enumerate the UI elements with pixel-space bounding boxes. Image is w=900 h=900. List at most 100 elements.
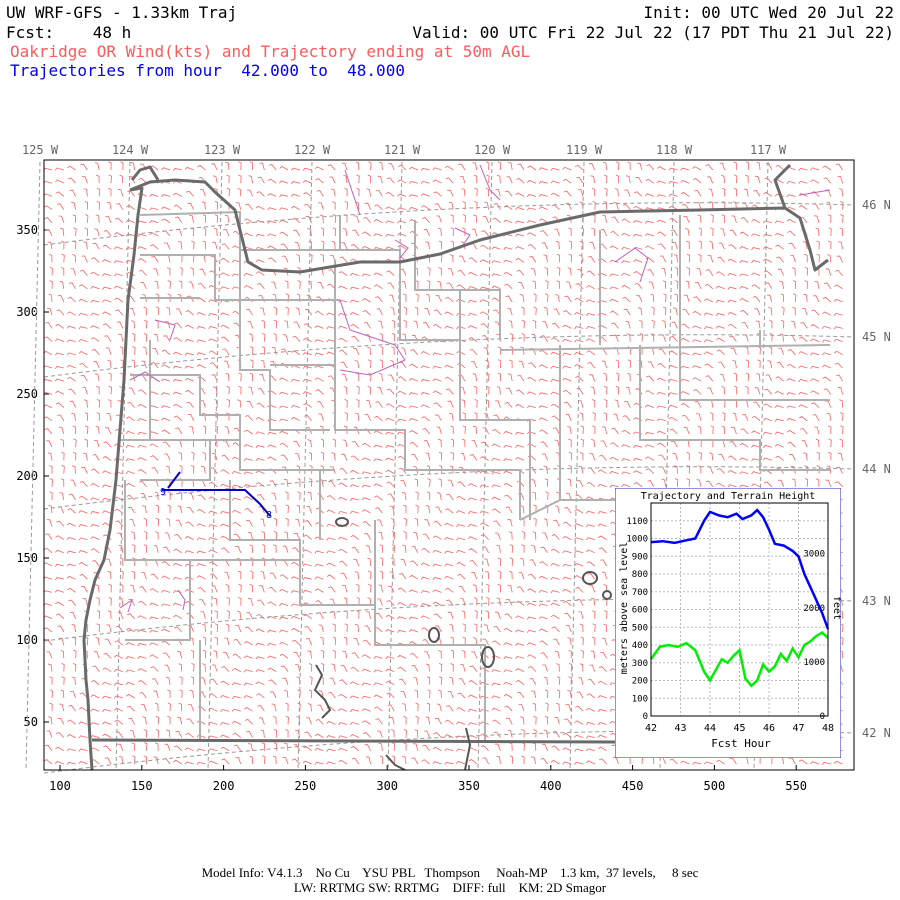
longitude-label: 118 W: [656, 143, 693, 157]
longitude-label: 120 W: [474, 143, 511, 157]
map-x-tick-label: 550: [785, 779, 807, 793]
map-y-tick-label: 300: [16, 305, 38, 319]
map-x-tick-label: 250: [295, 779, 317, 793]
inset-y-tick-label: 300: [632, 659, 648, 669]
model-title: UW WRF-GFS - 1.33km Traj: [6, 3, 238, 22]
inset-right-tick-label: 0: [820, 712, 825, 722]
map-x-tick-label: 200: [213, 779, 235, 793]
inset-y-tick-label: 100: [632, 694, 648, 704]
longitude-label: 121 W: [384, 143, 421, 157]
forecast-label: Fcst:: [6, 23, 55, 42]
latitude-label: 44 N: [862, 462, 891, 476]
inset-series: [649, 508, 830, 688]
trajectory-range: Trajectories from hour 42.000 to 48.000: [10, 62, 405, 80]
inset-title: Trajectory and Terrain Height: [641, 491, 816, 502]
inset-y-tick-label: 600: [632, 606, 648, 616]
parallel-line: [43, 202, 855, 246]
forecast-value: 48 h: [92, 23, 132, 42]
map-x-tick-label: 400: [540, 779, 562, 793]
trajectory-start-label: 9: [160, 487, 166, 498]
inset-x-tick-label: 45: [733, 723, 745, 734]
parallel-line: [43, 466, 855, 510]
trajectory-terrain-chart: Trajectory and Terrain Height 0 100 200 300…: [615, 488, 841, 758]
inset-y-tick-label: 400: [632, 641, 648, 651]
terrain-height-line: [649, 631, 829, 688]
latitude-label: 46 N: [862, 198, 891, 212]
trajectory-range-to: 48.000: [347, 61, 405, 80]
latitude-label: 42 N: [862, 726, 891, 740]
map-y-tick-label: 250: [16, 387, 38, 401]
longitude-label: 119 W: [566, 143, 603, 157]
inset-x-tick-label: 43: [674, 723, 686, 734]
inset-ylabel-right: feet: [831, 596, 841, 620]
map-x-tick-label: 150: [131, 779, 153, 793]
trajectory-range-to-word: to: [308, 61, 328, 80]
map-y-tick-label: 50: [24, 715, 38, 729]
inset-y-tick-label: 500: [632, 623, 648, 633]
longitude-label: 124 W: [112, 143, 149, 157]
map-y-tick-label: 200: [16, 469, 38, 483]
map-frame: [43, 159, 855, 771]
inset-right-tick-label: 2000: [803, 604, 825, 614]
meridian-line: [477, 161, 493, 771]
county-borders: [120, 210, 831, 740]
model-info: Model Info: V4.1.3 No Cu YSU PBL Thompso…: [201, 865, 699, 880]
latitude-label: 45 N: [862, 330, 891, 344]
inset-y-tick-label: 1000: [626, 535, 648, 545]
longitude-label: 117 W: [750, 143, 787, 157]
inset-y-tick-label: 200: [632, 677, 648, 687]
lake-outlines: [313, 517, 612, 771]
longitude-labels: 125 W 124 W 123 W 122 W 121 W 120 W 119 W 118 W…: [22, 143, 787, 157]
meridian-line: [25, 161, 41, 771]
meridian-line: [207, 161, 223, 771]
map-subtitle: Oakridge OR Wind(kts) and Trajectory end…: [10, 42, 531, 61]
map-x-tick-label: 350: [458, 779, 480, 793]
latitude-labels: 46 N 45 N 44 N 43 N 42 N: [862, 198, 891, 740]
inset-x-tick-label: 48: [822, 723, 834, 734]
inset-right-tick-label: 1000: [803, 658, 825, 668]
inset-ylabel-left: meters above sea level: [619, 542, 630, 674]
map-y-tick-label: 150: [16, 551, 38, 565]
inset-y-tick-label: 700: [632, 588, 648, 598]
map-x-tick-label: 300: [376, 779, 398, 793]
trajectory-end-label: 8: [266, 510, 272, 521]
map-x-tick-label: 100: [49, 779, 71, 793]
inset-right-axis: 0 1000 2000 3000: [803, 550, 825, 722]
trajectory-path: 9 8: [160, 471, 272, 521]
meridian-line: [297, 161, 313, 771]
latitude-label: 43 N: [862, 594, 891, 608]
forecast-hour: Fcst: 48 h: [6, 24, 131, 42]
inset-y-tick-label: 800: [632, 570, 648, 580]
valid-time: Valid: 00 UTC Fri 22 Jul 22 (17 PDT Thu …: [412, 23, 894, 42]
map-x-axis: 100 150 200 250 300 350 400 450 500 550: [49, 765, 807, 793]
inset-y-tick-label: 900: [632, 552, 648, 562]
state-borders: [82, 163, 829, 771]
longitude-label: 125 W: [22, 143, 59, 157]
meridian-line: [115, 161, 131, 771]
inset-x-axis: 42 43 44 45 46 47 48: [645, 723, 834, 734]
init-time: Init: 00 UTC Wed 20 Jul 22: [643, 3, 894, 22]
inset-y-axis: 0 100 200 300 400 500 600 700 800 900 1000 1100: [626, 517, 648, 722]
inset-x-tick-label: 46: [763, 723, 775, 734]
map-y-tick-label: 350: [16, 223, 38, 237]
inset-y-tick-label: 1100: [626, 517, 648, 527]
inset-x-tick-label: 42: [645, 723, 657, 734]
inset-plot-frame: [650, 502, 829, 717]
inset-x-tick-label: 44: [704, 723, 716, 734]
map-x-tick-label: 450: [622, 779, 644, 793]
inset-x-tick-label: 47: [792, 723, 804, 734]
longitude-label: 123 W: [204, 143, 241, 157]
map-x-tick-label: 500: [704, 779, 726, 793]
inset-y-tick-label: 0: [643, 712, 648, 722]
inset-background: [615, 488, 841, 758]
inset-right-tick-label: 3000: [803, 550, 825, 560]
longitude-label: 122 W: [294, 143, 331, 157]
trajectory-height-line: [650, 508, 830, 630]
physics-info: LW: RRTMG SW: RRTMG DIFF: full KM: 2D Sm…: [293, 880, 607, 895]
parallel-line: [43, 334, 855, 378]
trajectory-range-from: 42.000: [241, 61, 299, 80]
inset-xlabel: Fcst Hour: [711, 737, 771, 750]
trajectory-range-prefix: Trajectories from hour: [10, 61, 222, 80]
map-y-tick-label: 100: [16, 633, 38, 647]
